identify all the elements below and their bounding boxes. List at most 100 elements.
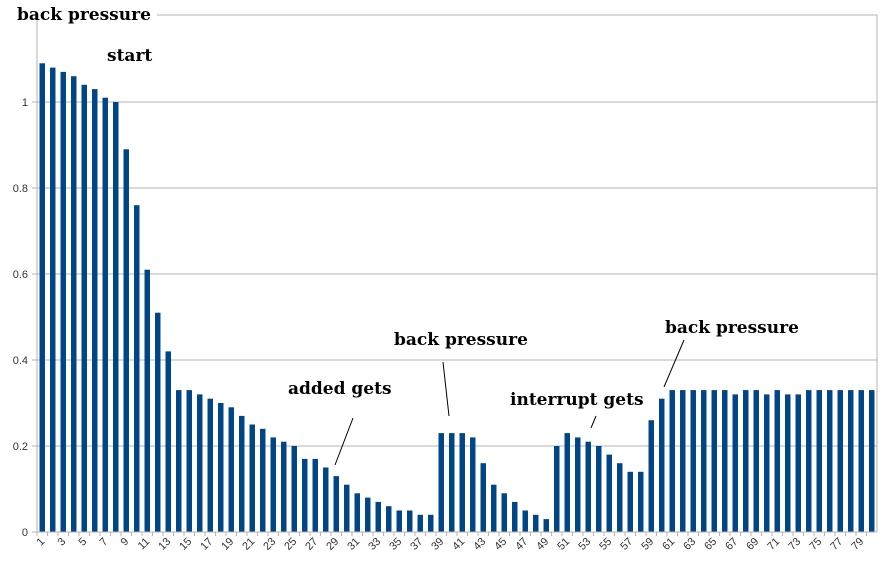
bar (144, 269, 150, 532)
bar (774, 390, 780, 532)
bar (743, 390, 749, 532)
bar (449, 433, 455, 532)
x-tick-label: 15 (177, 536, 194, 553)
y-tick-label: 0.8 (13, 183, 28, 195)
bar (543, 519, 549, 532)
bar (627, 471, 633, 532)
y-tick-label: 0.2 (13, 441, 28, 453)
x-tick-label: 45 (492, 536, 509, 553)
y-tick-label: 1 (22, 97, 28, 109)
bar (522, 510, 528, 532)
annotation-added-gets: added gets (288, 379, 392, 399)
x-tick-label: 71 (765, 536, 782, 553)
x-tick-label: 19 (219, 536, 236, 553)
bar (764, 394, 770, 532)
y-tick-label: 0 (22, 527, 28, 539)
bar (291, 446, 297, 532)
bar (134, 205, 140, 532)
bar (827, 390, 833, 532)
x-tick-label: 17 (198, 536, 215, 553)
x-tick-label: 53 (576, 536, 593, 553)
bar (312, 458, 318, 532)
bar (648, 420, 654, 532)
x-tick-label: 23 (261, 536, 278, 553)
bar (344, 484, 350, 532)
bar (837, 390, 843, 532)
x-tick-label: 5 (77, 536, 90, 549)
bar (155, 312, 161, 532)
bar (606, 454, 612, 532)
x-tick-label: 37 (408, 536, 425, 553)
bar (417, 514, 423, 532)
bar (270, 437, 276, 532)
bar (512, 501, 518, 532)
bar (533, 514, 539, 532)
annotation-back-pressure-1: back pressure (394, 330, 528, 350)
bar (753, 390, 759, 532)
x-tick-label: 79 (849, 536, 866, 553)
bar (638, 471, 644, 532)
bar (186, 390, 192, 532)
x-tick-label: 47 (513, 536, 530, 553)
x-tick-label: 3 (56, 536, 69, 549)
x-tick-label: 1 (35, 536, 48, 549)
bar (428, 514, 434, 532)
x-tick-label: 33 (366, 536, 383, 553)
x-tick-label: 67 (723, 536, 740, 553)
bar (617, 463, 623, 532)
x-tick-label: 31 (345, 536, 362, 553)
annotations: start added gets back pressure interrupt… (107, 46, 799, 466)
bar (585, 441, 591, 532)
bar (858, 390, 864, 532)
x-tick-label: 27 (303, 536, 320, 553)
x-tick-label: 69 (744, 536, 761, 553)
bar (333, 476, 339, 532)
bar (869, 390, 875, 532)
x-tick-label: 65 (702, 536, 719, 553)
bar (711, 390, 717, 532)
x-tick-label: 25 (282, 536, 299, 553)
annotation-pointer-back-pressure-1 (442, 361, 450, 417)
annotation-pointer-interrupt-gets (590, 415, 597, 429)
bar (81, 84, 87, 533)
x-tick-label: 29 (324, 536, 341, 553)
x-tick-label: 43 (471, 536, 488, 553)
x-tick-label: 55 (597, 536, 614, 553)
bar (701, 390, 707, 532)
bar (396, 510, 402, 532)
x-tick-label: 13 (156, 536, 173, 553)
bar (176, 390, 182, 532)
bar (407, 510, 413, 532)
bar (239, 415, 245, 532)
annotation-start: start (107, 46, 152, 66)
x-tick-label: 59 (639, 536, 656, 553)
bar (596, 446, 602, 532)
bar (575, 437, 581, 532)
bar (459, 433, 465, 532)
bar (50, 67, 56, 532)
x-tick-label: 77 (828, 536, 845, 553)
bar (323, 467, 329, 532)
bar (365, 497, 371, 532)
bar (302, 458, 308, 532)
bar (354, 493, 360, 532)
bar (669, 390, 675, 532)
x-tick-label: 39 (429, 536, 446, 553)
bar (795, 394, 801, 532)
annotation-pointer-added-gets (334, 417, 354, 466)
bar (816, 390, 822, 532)
x-tick-label: 49 (534, 536, 551, 553)
x-tick-label: 57 (618, 536, 635, 553)
bar (281, 441, 287, 532)
bar (165, 351, 171, 532)
x-tick-labels: 1 3 5 7 9 11 13 15 17 19 21 23 25 27 29 31 33 35 37 39 41 43 4… (35, 536, 867, 553)
bar (480, 463, 486, 532)
x-tick-label: 63 (681, 536, 698, 553)
bar (60, 71, 66, 533)
y-tick-label: 0.6 (13, 269, 28, 281)
bar (659, 398, 665, 532)
bars (37, 63, 877, 533)
x-tick-label: 61 (660, 536, 677, 553)
bar (491, 484, 497, 532)
bar (680, 390, 686, 532)
